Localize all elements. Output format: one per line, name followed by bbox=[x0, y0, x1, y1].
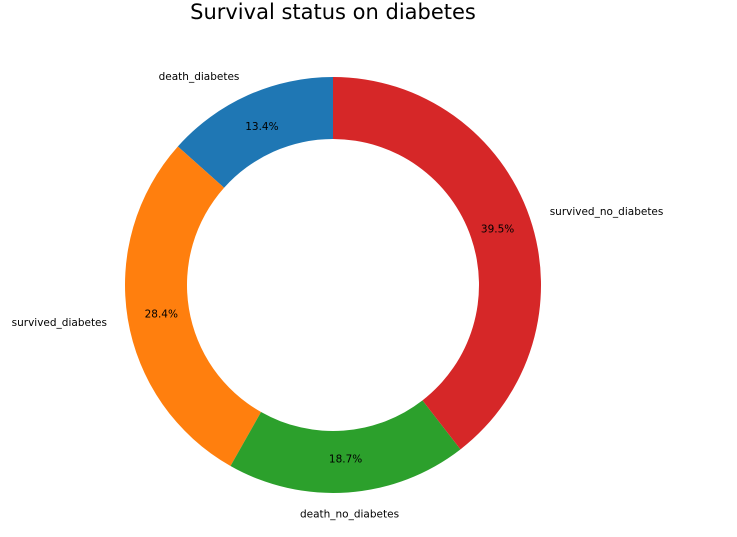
chart-title: Survival status on diabetes bbox=[190, 0, 476, 24]
percent-label: 39.5% bbox=[481, 224, 514, 236]
percent-label: 28.4% bbox=[145, 308, 178, 320]
percent-label: 18.7% bbox=[329, 454, 362, 466]
slice-survived-diabetes bbox=[124, 146, 262, 466]
labels-group: 13.4% death_diabetes 28.4% survived_diabete… bbox=[12, 71, 664, 520]
percent-label: 13.4% bbox=[245, 121, 278, 133]
slices-group bbox=[124, 77, 542, 493]
slice-death-diabetes bbox=[177, 77, 333, 188]
slice-label: death_diabetes bbox=[159, 71, 240, 83]
slice-death-no-diabetes bbox=[230, 400, 461, 493]
slice-label: death_no_diabetes bbox=[300, 508, 399, 520]
slice-survived-no-diabetes bbox=[333, 77, 542, 450]
slice-label: survived_no_diabetes bbox=[550, 206, 664, 218]
slice-label: survived_diabetes bbox=[12, 317, 107, 329]
